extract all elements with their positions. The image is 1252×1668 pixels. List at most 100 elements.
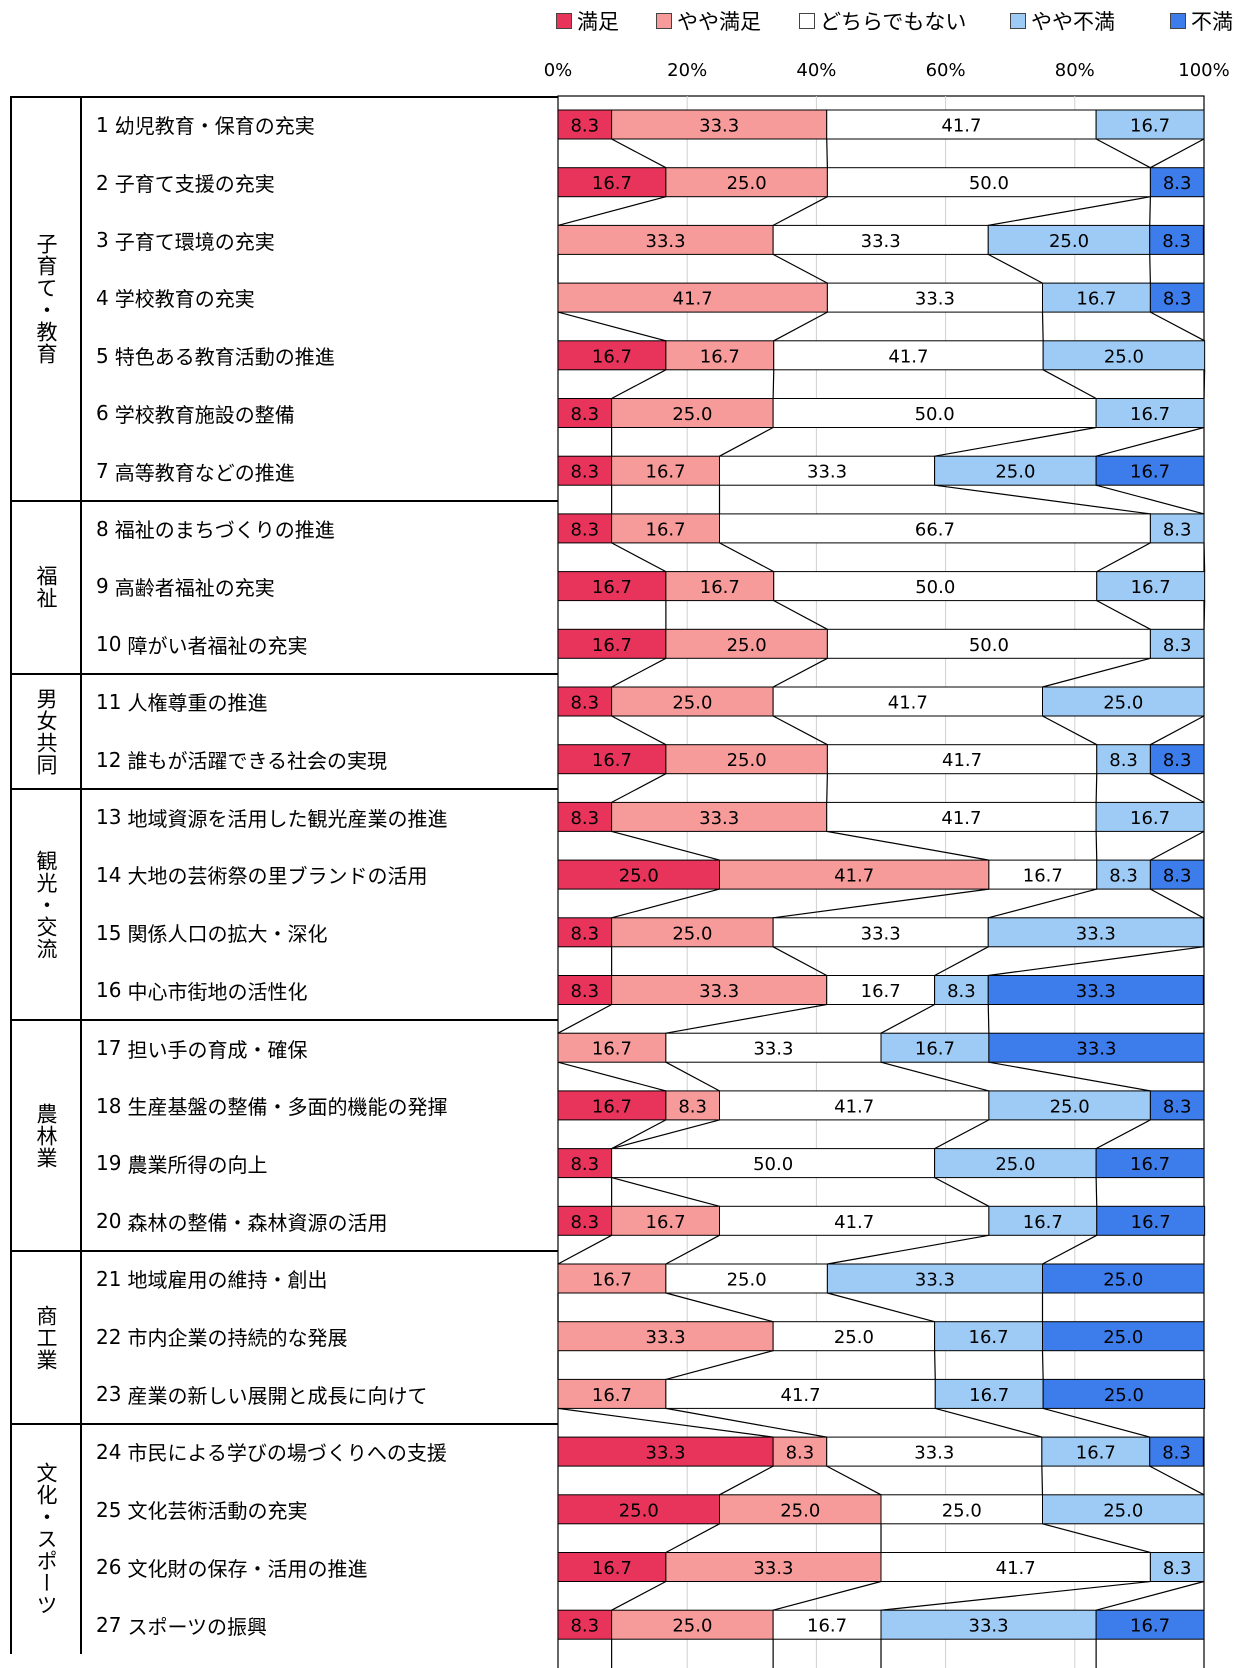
connector-line	[988, 946, 1204, 977]
connector-line	[1095, 138, 1151, 169]
bar-segment	[826, 282, 1044, 313]
data-label: 8.3	[1163, 635, 1192, 656]
connector-line	[557, 311, 667, 342]
category-text: スポーツの振興	[127, 1614, 268, 1639]
data-label: 41.7	[834, 866, 874, 887]
connector-line	[1150, 138, 1205, 169]
bar-segment	[611, 1148, 936, 1179]
connector-line	[1095, 773, 1098, 803]
data-label: 8.3	[678, 1096, 707, 1117]
data-label: 41.7	[834, 1212, 874, 1233]
group-label: 観光・交流	[34, 849, 58, 960]
category-text: 子育て支援の充実	[114, 172, 275, 197]
data-label: 8.3	[570, 1154, 599, 1175]
category-label: 19 農業所得の向上	[96, 1135, 267, 1193]
bar-segment	[557, 1263, 667, 1294]
bar-segment	[665, 1090, 721, 1121]
data-label: 16.7	[592, 750, 632, 771]
connector-line	[1095, 1177, 1098, 1207]
data-label: 33.3	[861, 231, 901, 252]
bar-segment	[1149, 513, 1205, 544]
bar-segment	[611, 975, 828, 1005]
category-label: 15 関係人口の拡大・深化	[96, 904, 327, 962]
category-text: 中心市街地の活性化	[127, 979, 308, 1004]
legend-label: 不満	[1191, 10, 1233, 34]
legend-item: やや満足	[656, 6, 761, 36]
category-label: 2 子育て支援の充実	[96, 154, 275, 212]
category-label: 12 誰もが活躍できる社会の実現	[96, 731, 387, 789]
category-number: 27	[96, 1613, 122, 1638]
connector-line	[719, 426, 774, 457]
data-label: 33.3	[753, 1558, 793, 1579]
bar-segment	[1095, 398, 1205, 428]
group-separator	[82, 1423, 558, 1426]
data-label: 8.3	[570, 462, 599, 483]
category-text: 生産基盤の整備・多面的機能の発揮	[127, 1095, 448, 1120]
data-label: 16.7	[1023, 1212, 1063, 1233]
category-number: 24	[96, 1439, 122, 1464]
category-number: 16	[96, 978, 122, 1003]
connector-line	[1041, 1350, 1044, 1380]
bar-segment	[665, 1378, 936, 1409]
data-label: 16.7	[700, 346, 740, 367]
connector-line	[611, 138, 667, 169]
connector-line	[665, 1407, 827, 1438]
data-label: 25.0	[834, 1327, 874, 1348]
connector-line	[826, 830, 989, 861]
bar-segment	[665, 744, 828, 775]
connector-line	[772, 715, 828, 746]
data-label: 8.3	[1163, 1558, 1192, 1579]
bar-segment	[987, 975, 1204, 1005]
bar-segment	[557, 1609, 613, 1640]
bar-segment	[1096, 571, 1206, 602]
bar-segment	[934, 1321, 1043, 1352]
category-label: 10 障がい者福祉の充実	[96, 615, 307, 673]
group-separator	[82, 1250, 558, 1252]
group-label: 商工業	[34, 1304, 58, 1371]
bar-segment	[1095, 1609, 1205, 1640]
data-label: 8.3	[570, 519, 599, 540]
connector-line	[719, 542, 775, 573]
category-label: 9 高齢者福祉の充実	[96, 558, 275, 616]
data-label: 16.7	[1130, 1616, 1170, 1637]
connector-line	[665, 1234, 720, 1265]
legend-swatch	[799, 13, 815, 29]
connector-line	[826, 773, 828, 803]
data-label: 41.7	[673, 289, 713, 310]
data-label: 50.0	[969, 173, 1009, 194]
bar-segment	[772, 686, 1043, 717]
category-number: 8	[96, 516, 109, 541]
data-label: 8.3	[1109, 750, 1138, 771]
data-label: 16.7	[969, 1385, 1009, 1406]
data-label: 25.0	[1103, 693, 1143, 714]
data-label: 33.3	[699, 808, 739, 829]
bar-segment	[1149, 744, 1205, 775]
data-label: 25.0	[672, 693, 712, 714]
connector-line	[1042, 1407, 1150, 1438]
bar-segment	[1149, 859, 1205, 890]
data-label: 25.0	[672, 1616, 712, 1637]
bar-segment	[1042, 1378, 1206, 1409]
connector-line	[827, 1292, 935, 1323]
bar-segment	[826, 1436, 1043, 1467]
data-label: 16.7	[1130, 808, 1170, 829]
category-number: 26	[96, 1555, 122, 1580]
connector-line	[934, 946, 989, 977]
connector-line	[611, 1119, 667, 1150]
category-number: 9	[96, 574, 109, 599]
bar-segment	[665, 1263, 828, 1294]
category-label: 27 スポーツの振興	[96, 1596, 267, 1654]
data-label: 25.0	[995, 462, 1035, 483]
data-label: 33.3	[1076, 1039, 1116, 1060]
bar-segment	[557, 628, 667, 659]
bar-segment	[557, 1032, 667, 1063]
category-label: 14 大地の芸術祭の里ブランドの活用	[96, 846, 427, 904]
data-label: 50.0	[753, 1154, 793, 1175]
data-label: 16.7	[969, 1327, 1009, 1348]
connector-line	[611, 542, 667, 573]
connector-line	[1203, 369, 1206, 399]
connector-line	[611, 715, 667, 746]
category-label: 1 幼児教育・保育の充実	[96, 96, 315, 154]
connector-line	[934, 1177, 990, 1207]
category-text: 誰もが活躍できる社会の実現	[127, 749, 388, 774]
